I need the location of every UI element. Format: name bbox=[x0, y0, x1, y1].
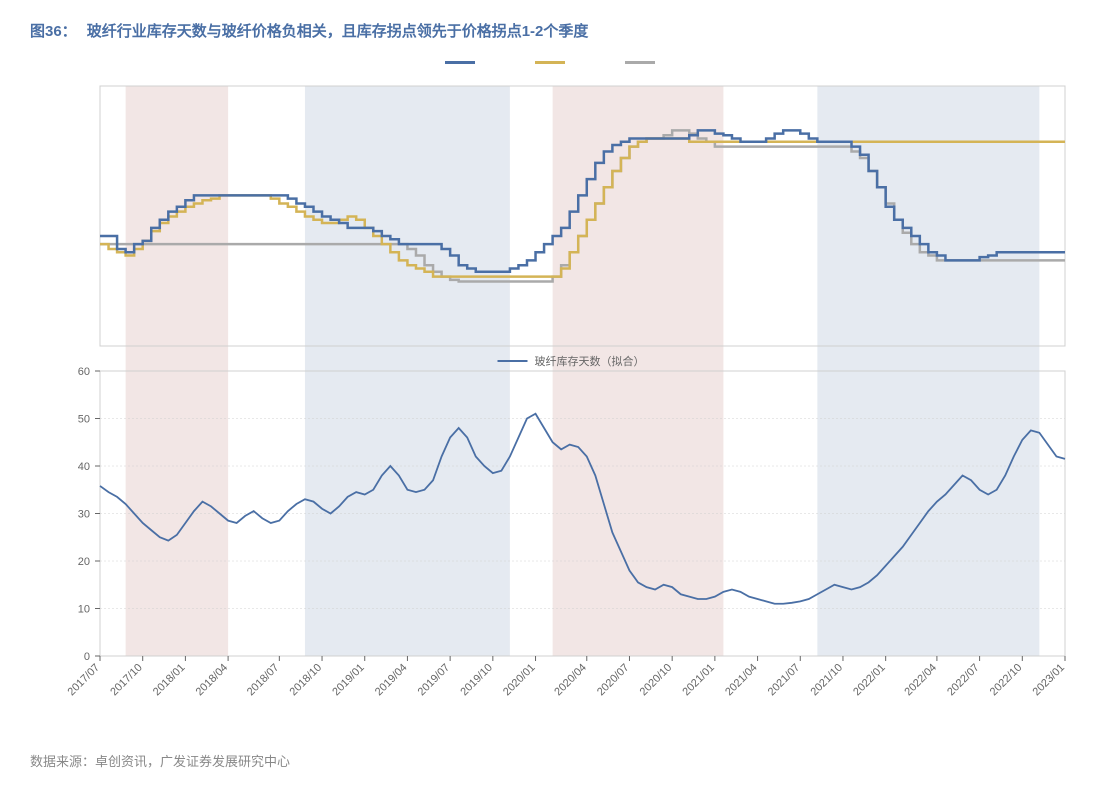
svg-text:30: 30 bbox=[78, 509, 90, 521]
chart-svg: 0102030405060玻纤库存天数（拟合）2017/072017/10201… bbox=[30, 56, 1070, 736]
svg-text:2022/10: 2022/10 bbox=[988, 662, 1025, 699]
svg-text:60: 60 bbox=[78, 366, 90, 378]
svg-text:2021/07: 2021/07 bbox=[766, 662, 803, 699]
svg-text:10: 10 bbox=[78, 604, 90, 616]
legend-item-3 bbox=[625, 61, 655, 64]
figure-title: 玻纤行业库存天数与玻纤价格负相关，且库存拐点领先于价格拐点1-2个季度 bbox=[87, 20, 589, 41]
svg-text:2018/07: 2018/07 bbox=[245, 662, 282, 699]
svg-text:0: 0 bbox=[84, 651, 90, 663]
top-legend bbox=[445, 61, 655, 64]
svg-text:2020/04: 2020/04 bbox=[552, 662, 589, 699]
data-source: 数据来源：卓创资讯，广发证券发展研究中心 bbox=[30, 751, 1076, 770]
svg-text:40: 40 bbox=[78, 461, 90, 473]
svg-text:2019/01: 2019/01 bbox=[330, 662, 367, 699]
svg-text:2022/07: 2022/07 bbox=[945, 662, 982, 699]
chart-header: 图36： 玻纤行业库存天数与玻纤价格负相关，且库存拐点领先于价格拐点1-2个季度 bbox=[30, 20, 1076, 41]
svg-text:玻纤库存天数（拟合）: 玻纤库存天数（拟合） bbox=[535, 354, 645, 368]
svg-text:2020/07: 2020/07 bbox=[595, 662, 632, 699]
svg-text:2017/10: 2017/10 bbox=[108, 662, 145, 699]
svg-text:2021/01: 2021/01 bbox=[680, 662, 717, 699]
svg-text:2021/10: 2021/10 bbox=[808, 662, 845, 699]
chart-container: 0102030405060玻纤库存天数（拟合）2017/072017/10201… bbox=[30, 56, 1070, 736]
legend-item-1 bbox=[445, 61, 475, 64]
svg-text:2017/07: 2017/07 bbox=[66, 662, 103, 699]
legend-swatch-yellow bbox=[535, 61, 565, 64]
svg-text:20: 20 bbox=[78, 556, 90, 568]
svg-text:2018/04: 2018/04 bbox=[194, 662, 231, 699]
legend-swatch-grey bbox=[625, 61, 655, 64]
figure-number: 图36： bbox=[30, 20, 77, 41]
legend-swatch-blue bbox=[445, 61, 475, 64]
svg-text:2018/01: 2018/01 bbox=[151, 662, 188, 699]
svg-text:2022/04: 2022/04 bbox=[902, 662, 939, 699]
svg-text:2019/07: 2019/07 bbox=[416, 662, 453, 699]
svg-text:2020/01: 2020/01 bbox=[501, 662, 538, 699]
svg-text:2019/10: 2019/10 bbox=[458, 662, 495, 699]
svg-text:2022/01: 2022/01 bbox=[851, 662, 888, 699]
legend-item-2 bbox=[535, 61, 565, 64]
svg-text:2023/01: 2023/01 bbox=[1031, 662, 1068, 699]
svg-text:50: 50 bbox=[78, 414, 90, 426]
svg-text:2018/10: 2018/10 bbox=[288, 662, 325, 699]
svg-text:2020/10: 2020/10 bbox=[638, 662, 675, 699]
svg-text:2021/04: 2021/04 bbox=[723, 662, 760, 699]
svg-text:2019/04: 2019/04 bbox=[373, 662, 410, 699]
